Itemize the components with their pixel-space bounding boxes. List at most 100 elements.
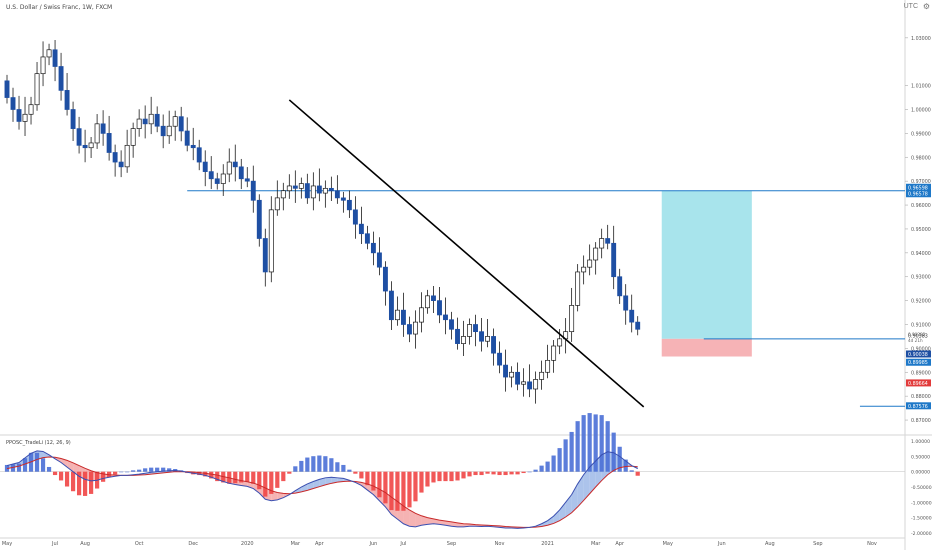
candle-up [521,381,527,385]
candle-down [635,321,641,330]
histogram-bar [611,432,616,472]
histogram-bar [161,467,166,472]
candle-up [533,379,539,390]
price-tick-label: 0.91000 [911,323,931,329]
time-tick-label: 2021 [541,541,554,547]
candle-down [178,116,184,132]
candle-down [473,324,478,333]
gear-icon[interactable]: ⚙ [922,2,930,11]
candle-up [581,266,587,273]
histogram-bar [34,452,40,472]
ppo-signal-fill [547,516,554,526]
price-level-badge [906,358,931,366]
histogram-bar [491,471,496,475]
histogram-bar [473,471,478,476]
candle-up [172,116,178,127]
candle-down [370,242,376,254]
time-tick-label: Jun [717,541,726,547]
histogram-bar [479,471,484,476]
time-tick-label: Mar [591,541,601,547]
histogram-bar [353,471,358,474]
histogram-bar [58,471,64,481]
time-tick-label: Jun [369,541,378,547]
candle-down [437,300,442,316]
candle-down [214,178,220,184]
histogram-bar [275,471,280,488]
histogram-bar [503,471,508,476]
price-tick-label: 0.97000 [911,179,931,185]
ppo-signal-fill [415,513,422,527]
ppo-signal-fill [61,458,68,468]
candle-up [88,142,94,149]
candle-up [569,305,575,333]
candle-up [461,336,466,344]
price-level-badge [906,183,931,191]
ppo-signal-fill [313,479,320,489]
time-tick-label: 2020 [241,541,254,547]
candle-down [190,144,196,149]
candle-up [34,73,40,106]
histogram-bar [443,471,448,482]
candle-down [4,80,10,98]
candle-down [316,185,322,194]
histogram-bar [341,464,346,472]
candle-up [130,128,136,146]
histogram-bar [317,455,322,472]
ppo-signal-fill [301,483,308,492]
candle-up [280,190,286,199]
histogram-bar [521,471,526,474]
time-tick-label: Sep [813,541,822,547]
candle-down [352,209,358,225]
time-tick-label: Nov [867,541,877,547]
histogram-bar [137,469,142,472]
timezone-label[interactable]: UTC [903,3,918,10]
ppo-signal-fill [427,517,434,525]
ppo-signal-fill [319,477,326,487]
histogram-bar [40,458,46,472]
histogram-bar [263,471,268,497]
histogram-bar [52,471,58,476]
ppo-signal-fill [331,477,338,484]
candle-down [250,180,256,201]
histogram-bar [293,466,298,472]
candle-down [382,266,388,292]
candle-down [479,331,484,342]
histogram-bar [119,471,124,473]
histogram-bar [461,471,466,479]
histogram-bar [605,421,610,472]
ppo-signal-fill [337,477,344,483]
time-tick-label: Aug [765,541,775,547]
histogram-bar [257,471,262,490]
time-tick-label: Sep [447,541,456,547]
ppo-signal-fill [325,477,332,485]
candle-up [587,259,593,268]
candle-up [22,113,28,122]
histogram-bar [497,471,502,476]
time-tick-label: May [2,541,12,547]
histogram-bar [371,471,376,491]
candle-up [268,209,274,273]
histogram-bar [467,471,472,477]
histogram-bar [305,457,310,472]
candle-down [617,276,623,297]
candle-down [400,309,406,325]
candle-down [629,309,635,323]
candle-down [106,133,112,153]
indicator-tick-label: -0.50000 [911,485,932,491]
histogram-bar [413,471,418,502]
histogram-bar [311,456,316,472]
histogram-bar [88,471,94,494]
candle-down [244,178,250,182]
candle-up [94,123,100,144]
histogram-bar [347,469,352,472]
indicator-tick-label: 0.00000 [911,470,930,476]
time-tick-label: Jul [399,541,406,547]
ppo-signal-fill [583,467,590,501]
histogram-bar [329,458,334,472]
candle-down [455,328,460,344]
candle-down [497,352,503,366]
candle-down [449,319,454,330]
candle-down [64,90,70,110]
candle-down [443,314,448,321]
